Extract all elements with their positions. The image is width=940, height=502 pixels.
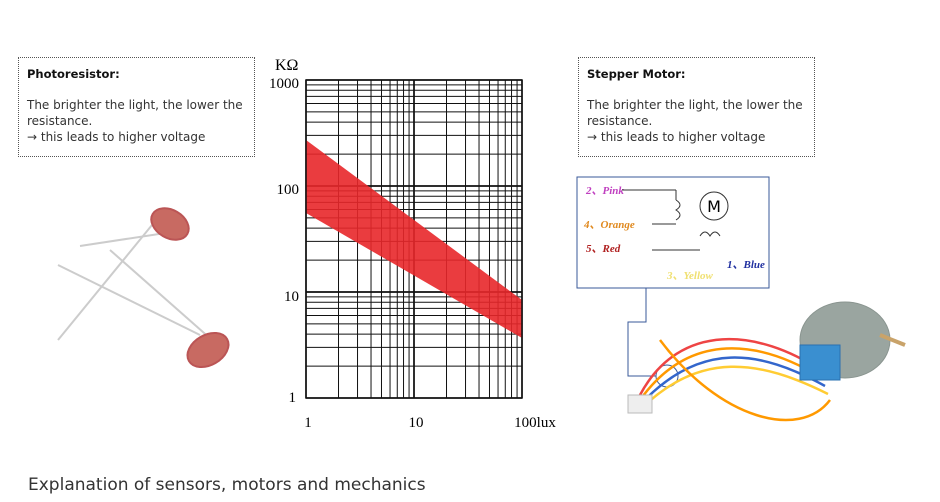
box-title: Photoresistor: [27,67,120,81]
wiring-lines [622,189,729,251]
graph-frame [305,79,523,399]
box-note: → this leads to higher voltage [27,130,206,144]
info-box: Stepper Motor: The brighter the light, t… [578,57,815,157]
x-label: 1 [304,415,312,431]
box-title: Stepper Motor: [587,67,686,81]
motor-symbol: M [707,197,721,216]
y-label: 1 [289,390,297,406]
y-label: 1000 [269,76,299,92]
connector-line [627,288,656,377]
wire-label: 1、Blue [727,259,765,271]
wire-label: 2、Pink [585,185,624,197]
x-label: 10 [409,415,424,431]
unit-label: KΩ [275,57,299,74]
wiring-diagram [576,176,770,289]
motor-image [627,301,906,422]
photoresistor-image [57,207,230,369]
wire-label: 4、Orange [583,219,635,231]
footer-caption: Explanation of sensors, motors and mecha… [28,475,426,495]
resistance-band [306,140,522,338]
x-label: 100lux [514,415,556,431]
wire-label: 3、Yellow [666,270,713,282]
wiring-labels: 2、Pink 4、Orange 5、Red 1、Blue 3、Yellow [583,185,765,282]
y-label: 10 [284,289,299,305]
box-note: → this leads to higher voltage [587,130,766,144]
y-label: 100 [277,182,300,198]
box-text: The brighter the light, the lower the re… [27,98,243,128]
wire-label: 5、Red [586,243,621,255]
box-text: The brighter the light, the lower the re… [587,98,803,128]
info-box: Photoresistor: The brighter the light, t… [18,57,255,157]
